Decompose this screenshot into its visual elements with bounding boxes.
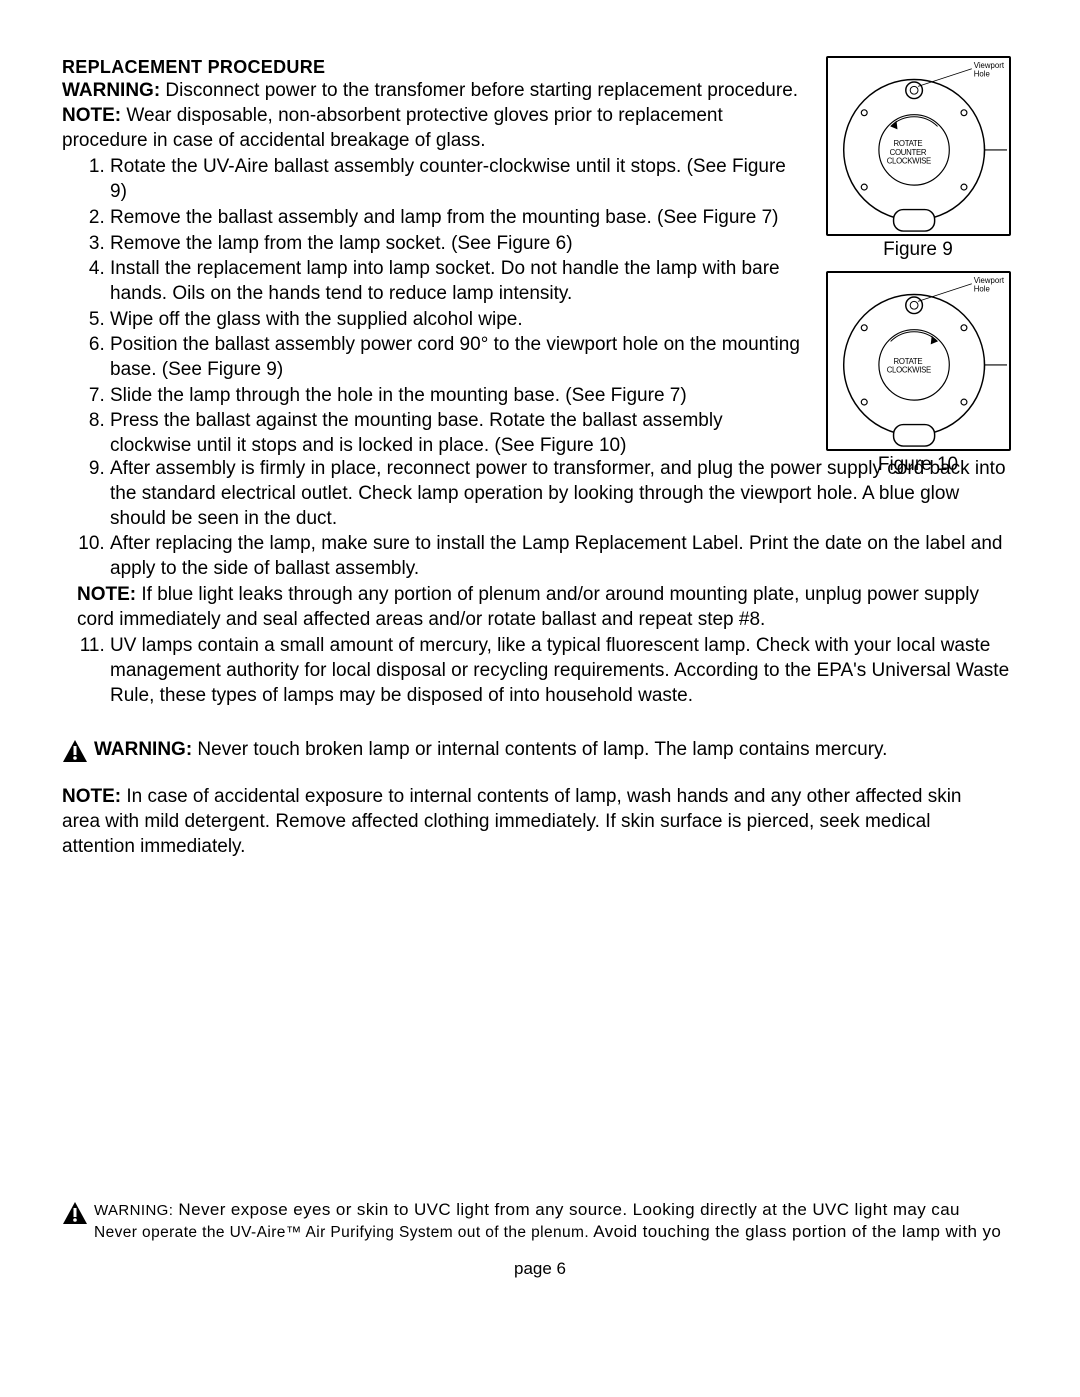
section-title: REPLACEMENT PROCEDURE	[62, 56, 806, 79]
warning-intro-text: Disconnect power to the transfomer befor…	[160, 80, 798, 101]
footer-warning-text: WARNING: Never expose eyes or skin to UV…	[94, 1199, 1001, 1243]
step-2: Remove the ballast assembly and lamp fro…	[110, 206, 806, 231]
step-5: Wipe off the glass with the supplied alc…	[110, 308, 806, 333]
warning-label: WARNING:	[62, 80, 160, 101]
warning-intro: WARNING: Disconnect power to the transfo…	[62, 79, 806, 104]
step-11: UV lamps contain a small amount of mercu…	[110, 634, 1018, 708]
page-number: page 6	[62, 1258, 1018, 1280]
note-intro: NOTE: Wear disposable, non-absorbent pro…	[62, 104, 806, 153]
main-content-row: REPLACEMENT PROCEDURE WARNING: Disconnec…	[62, 56, 1018, 485]
step-6: Position the ballast assembly power cord…	[110, 333, 806, 382]
step-10: After replacing the lamp, make sure to i…	[110, 532, 1018, 581]
text-column: REPLACEMENT PROCEDURE WARNING: Disconnec…	[62, 56, 806, 485]
fig9-rotate-l1: ROTATE	[893, 139, 922, 148]
mid-note: NOTE: If blue light leaks through any po…	[62, 583, 1018, 632]
procedure-list-11: UV lamps contain a small amount of mercu…	[62, 634, 1018, 708]
fig10-rotate-l1: ROTATE	[893, 357, 922, 366]
step-9: After assembly is firmly in place, recon…	[110, 457, 1018, 531]
svg-text:Viewport: Viewport	[973, 61, 1004, 70]
footer-warning: WARNING: Never expose eyes or skin to UV…	[62, 1199, 1018, 1243]
mercury-warn-label: WARNING:	[94, 739, 192, 760]
step-7: Slide the lamp through the hole in the m…	[110, 384, 806, 409]
svg-text:Hole: Hole	[973, 70, 989, 79]
procedure-list-cont: After assembly is firmly in place, recon…	[62, 457, 1018, 581]
procedure-list: Rotate the UV-Aire ballast assembly coun…	[62, 155, 806, 458]
figure-9-caption: Figure 9	[818, 238, 1018, 263]
footer-warn-label: WARNING:	[94, 1202, 173, 1219]
warning-triangle-icon	[62, 1201, 88, 1225]
note-intro-text: Wear disposable, non-absorbent protectiv…	[62, 105, 723, 151]
footer-line2b: Avoid touching the glass portion of the …	[589, 1222, 1001, 1241]
figure-9-svg: Viewport Hole ROTATE COUNTER CLOCKWISE	[828, 58, 1009, 234]
figure-9: Viewport Hole ROTATE COUNTER CLOCKWISE	[826, 56, 1011, 236]
mercury-warning-text-wrap: WARNING: Never touch broken lamp or inte…	[94, 738, 887, 763]
figures-column: Viewport Hole ROTATE COUNTER CLOCKWISE F…	[818, 56, 1018, 485]
figure-10-svg: Viewport Hole ROTATE CLOCKWISE	[828, 273, 1009, 449]
warning-triangle-icon	[62, 739, 88, 763]
fig9-rotate-l2: COUNTER	[889, 148, 926, 157]
step-1: Rotate the UV-Aire ballast assembly coun…	[110, 155, 806, 204]
svg-text:Hole: Hole	[973, 284, 989, 293]
mid-note-text: If blue light leaks through any portion …	[77, 584, 979, 630]
footer-line1: Never expose eyes or skin to UVC light f…	[173, 1200, 960, 1219]
figure-10: Viewport Hole ROTATE CLOCKWISE	[826, 271, 1011, 451]
step-8: Press the ballast against the mounting b…	[110, 409, 806, 458]
svg-text:Viewport: Viewport	[973, 275, 1004, 284]
page-container: REPLACEMENT PROCEDURE WARNING: Disconnec…	[0, 0, 1080, 1310]
mid-note-label: NOTE:	[77, 584, 136, 605]
step-3: Remove the lamp from the lamp socket. (S…	[110, 232, 806, 257]
fig9-rotate-l3: CLOCKWISE	[886, 157, 930, 166]
mercury-warn-text: Never touch broken lamp or internal cont…	[192, 739, 887, 760]
exposure-note-label: NOTE:	[62, 786, 121, 807]
footer-line2a: Never operate the UV-Aire™ Air Purifying…	[94, 1224, 589, 1241]
note-label: NOTE:	[62, 105, 121, 126]
exposure-note-text: In case of accidental exposure to intern…	[62, 786, 962, 856]
exposure-note: NOTE: In case of accidental exposure to …	[62, 785, 978, 859]
step-4: Install the replacement lamp into lamp s…	[110, 257, 806, 306]
fig10-rotate-l2: CLOCKWISE	[886, 365, 930, 374]
mercury-warning: WARNING: Never touch broken lamp or inte…	[62, 738, 1018, 763]
